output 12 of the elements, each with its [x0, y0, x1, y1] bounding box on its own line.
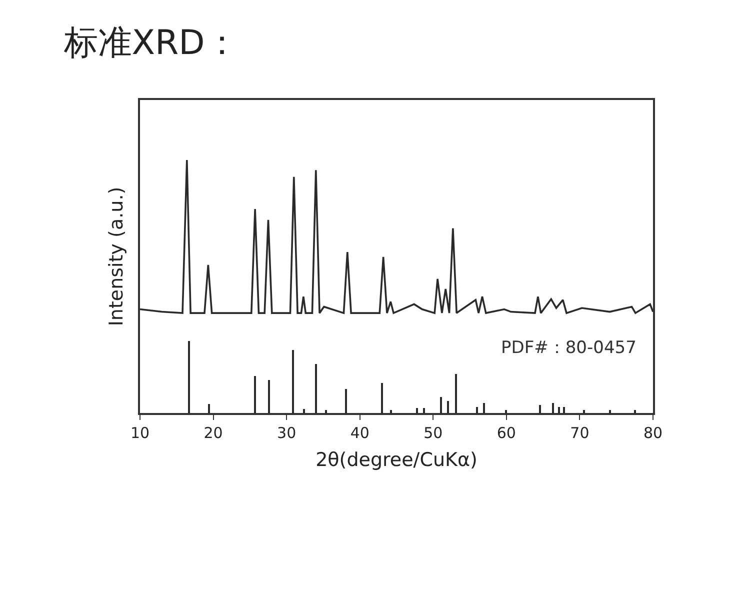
y-axis-title: Intensity (a.u.) — [106, 186, 128, 326]
x-tick-label: 80 — [643, 424, 663, 442]
x-tick-label: 60 — [496, 424, 516, 442]
x-axis-title: 2θ(degree/CuKα) — [316, 449, 478, 472]
x-tick-label: 10 — [130, 424, 150, 442]
x-tick-label: 20 — [204, 424, 223, 442]
x-tick-label: 50 — [424, 424, 443, 442]
x-tick-label: 30 — [277, 424, 296, 442]
annotation: PDF#：80-0457 — [501, 338, 636, 358]
x-tick-label: 70 — [570, 424, 590, 442]
chart-title: 标准XRD： — [62, 22, 239, 63]
x-tick-label: 40 — [350, 424, 370, 442]
